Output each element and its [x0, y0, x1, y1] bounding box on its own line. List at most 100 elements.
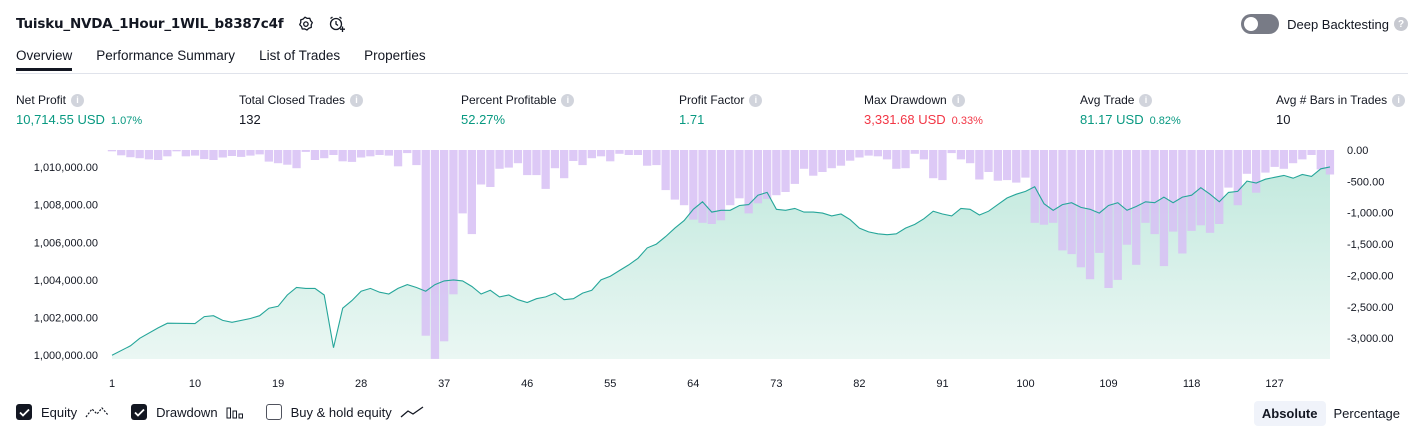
deep-backtesting: Deep Backtesting ?	[1241, 14, 1408, 34]
buy-hold-checkbox[interactable]	[265, 404, 282, 420]
x-axis-tick: 1	[109, 378, 115, 390]
drawdown-bar	[781, 150, 790, 192]
drawdown-bar	[550, 150, 560, 169]
x-axis-tick: 10	[189, 378, 201, 390]
drawdown-bar	[578, 150, 587, 166]
drawdown-bar	[615, 150, 624, 154]
metric-max-drawdown: Max Drawdown i 3,331.68 USD 0.33%	[864, 93, 983, 127]
drawdown-bar	[1252, 150, 1261, 193]
drawdown-bar	[624, 150, 633, 155]
drawdown-bar	[661, 150, 670, 191]
drawdown-bar	[403, 150, 412, 154]
drawdown-bar	[357, 150, 366, 158]
drawdown-bar	[864, 150, 873, 156]
tab-divider	[16, 73, 1408, 74]
legend-equity[interactable]: Equity	[16, 404, 109, 420]
percentage-button[interactable]: Percentage	[1333, 406, 1401, 421]
metric-value: 10	[1276, 112, 1291, 127]
tab-performance-summary[interactable]: Performance Summary	[96, 48, 236, 63]
metric-label: Percent Profitable	[461, 93, 557, 107]
equity-drawdown-chart[interactable]: 1,000,000.00 1,002,000.00 1,004,000.00 1,00…	[0, 140, 1424, 396]
equity-line-layer	[111, 166, 1331, 356]
drawdown-bar	[1270, 150, 1279, 167]
drawdown-bar	[1113, 150, 1122, 280]
drawdown-bar	[1067, 150, 1076, 255]
add-alert-icon[interactable]	[327, 14, 347, 34]
drawdown-bar	[1224, 150, 1233, 188]
drawdown-bar	[495, 150, 504, 169]
legend-drawdown[interactable]: Drawdown	[131, 404, 243, 420]
drawdown-bar	[541, 150, 550, 189]
deep-backtesting-toggle[interactable]	[1241, 14, 1280, 34]
metric-percent-profitable: Percent Profitable i 52.27%	[461, 93, 575, 127]
drawdown-bar	[1187, 150, 1196, 231]
drawdown-bar	[892, 150, 901, 169]
info-icon[interactable]: i	[1392, 93, 1406, 107]
right-axis-tick: -1,500.00	[1347, 239, 1393, 251]
drawdown-checkbox[interactable]	[131, 404, 148, 420]
drawdown-bar	[772, 150, 781, 196]
drawdown-bar	[135, 150, 144, 159]
drawdown-bar	[430, 150, 440, 359]
drawdown-bars-layer	[107, 150, 1335, 359]
drawdown-bar	[984, 150, 993, 172]
drawdown-bar	[966, 150, 975, 164]
info-icon[interactable]: i	[749, 93, 763, 107]
info-icon[interactable]: i	[951, 93, 965, 107]
x-axis-tick: 28	[355, 378, 367, 390]
x-axis-tick: 109	[1099, 378, 1117, 390]
right-axis-tick: -500.00	[1347, 176, 1384, 188]
drawdown-bar	[227, 150, 237, 156]
tab-properties[interactable]: Properties	[364, 48, 426, 63]
equity-line	[111, 166, 1331, 356]
drawdown-bar	[1205, 150, 1215, 233]
help-icon[interactable]: ?	[1394, 17, 1408, 31]
equity-line-icon	[85, 405, 109, 419]
drawdown-bar	[679, 150, 689, 206]
drawdown-bar	[144, 150, 154, 160]
info-icon[interactable]: i	[561, 93, 575, 107]
tab-list-of-trades[interactable]: List of Trades	[259, 48, 341, 63]
equity-checkbox[interactable]	[16, 404, 32, 420]
metric-percent: 0.33%	[951, 115, 983, 127]
drawdown-bar	[532, 150, 541, 176]
drawdown-bar	[836, 150, 846, 166]
drawdown-bar	[975, 150, 984, 180]
metric-label: Max Drawdown	[864, 93, 947, 107]
drawdown-bar	[560, 150, 569, 179]
drawdown-bar	[569, 150, 578, 161]
metric-value: 3,331.68 USD	[864, 112, 946, 127]
equity-area-layer	[112, 166, 1330, 359]
metric-label: Avg Trade	[1080, 93, 1135, 107]
drawdown-bar	[790, 150, 799, 184]
metric-profit-factor: Profit Factor i 1.71	[679, 93, 763, 127]
drawdown-bar	[809, 150, 818, 176]
chart-legend: Equity Drawdown Buy & hold equity	[16, 404, 446, 420]
drawdown-bar	[596, 150, 606, 157]
drawdown-bar	[919, 150, 929, 160]
drawdown-bar	[753, 150, 763, 204]
drawdown-bar	[154, 150, 163, 160]
drawdown-bar	[329, 150, 338, 155]
drawdown-bar	[218, 150, 227, 158]
drawdown-bar	[1039, 150, 1049, 225]
drawdown-bar	[449, 150, 458, 295]
drawdown-bar	[587, 150, 596, 159]
info-icon[interactable]: i	[71, 93, 85, 107]
drawdown-bar	[1012, 150, 1021, 183]
legend-buy-hold[interactable]: Buy & hold equity	[265, 404, 424, 420]
x-axis-tick: 37	[438, 378, 450, 390]
drawdown-bar	[513, 150, 523, 164]
settings-icon[interactable]	[295, 14, 315, 34]
tab-overview[interactable]: Overview	[16, 48, 73, 71]
absolute-button[interactable]: Absolute	[1253, 401, 1326, 426]
metric-percent: 1.07%	[110, 115, 143, 127]
drawdown-bar	[910, 150, 919, 154]
info-icon[interactable]: i	[1139, 93, 1153, 107]
left-axis-tick: 1,004,000.00	[34, 275, 98, 287]
drawdown-bar	[467, 150, 476, 235]
info-icon[interactable]: i	[350, 93, 364, 107]
right-axis-tick: 0.00	[1347, 145, 1368, 157]
x-axis-tick: 64	[687, 378, 699, 390]
buy-hold-line-icon	[400, 405, 424, 419]
